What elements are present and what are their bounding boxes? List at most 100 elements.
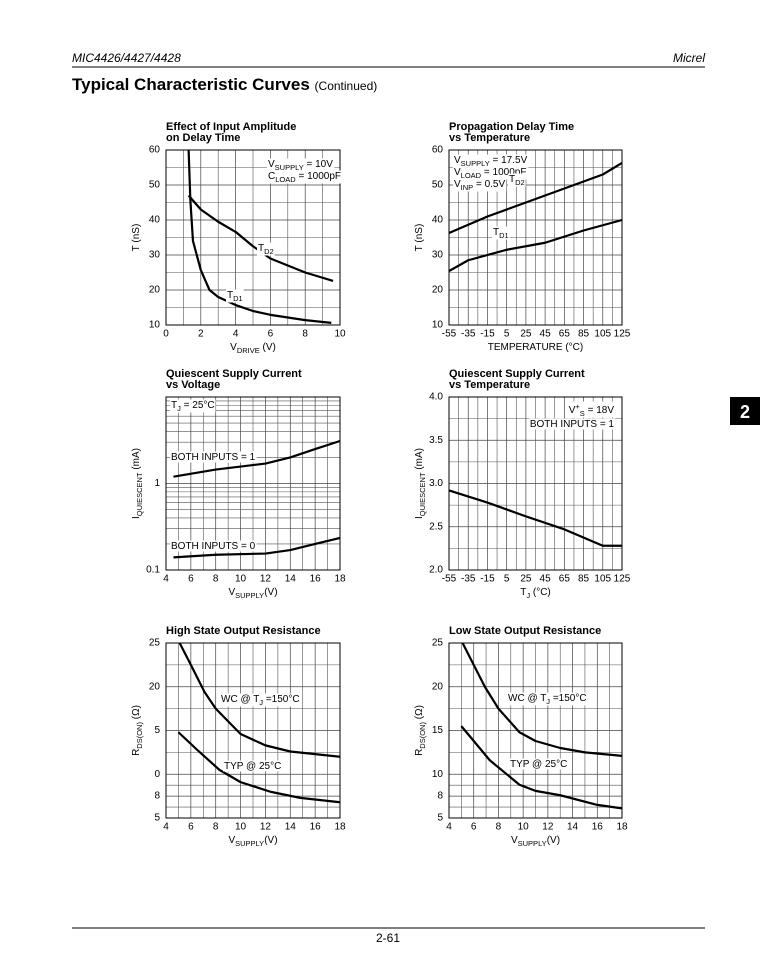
- x-tick-label: 65: [559, 574, 571, 585]
- annotation-bg: [226, 289, 244, 303]
- text-segment: R: [131, 749, 142, 756]
- y-tick-label: 60: [149, 145, 161, 156]
- y-tick-label: 8: [437, 791, 443, 802]
- x-axis-label: TJ (°C): [520, 587, 551, 600]
- x-tick-label: 16: [592, 822, 604, 833]
- text-segment: J: [526, 591, 530, 600]
- x-tick-label: 18: [616, 822, 628, 833]
- text-segment: TYP @ 25°C: [224, 761, 281, 772]
- y-tick-label: 0: [154, 769, 160, 780]
- y-axis-label: RDS(ON) (Ω): [131, 705, 144, 756]
- text-segment: (mA): [414, 448, 425, 472]
- plot-frame: [165, 396, 341, 571]
- y-tick-label: 30: [432, 250, 444, 261]
- y-tick-label: 50: [432, 180, 444, 191]
- x-tick-label: 85: [578, 574, 590, 585]
- text-segment: QUIESCENT: [135, 472, 144, 516]
- y-tick-label: 8: [154, 791, 160, 802]
- chart: High State Output Resistance 4 6 8 10 12 14 16 1…: [131, 625, 346, 848]
- section-tab: [730, 397, 760, 425]
- annotation-bg: [267, 170, 342, 184]
- x-tick-label: 6: [188, 822, 194, 833]
- y-tick-label: 15: [432, 725, 444, 736]
- text-segment: T: [227, 290, 233, 301]
- x-tick-label: -35: [461, 329, 476, 340]
- y-axis-label: T (nS): [131, 224, 142, 252]
- chart-title: on Delay Time: [166, 132, 240, 144]
- curve: [448, 162, 623, 234]
- chart-title: vs Voltage: [166, 379, 220, 391]
- chart-title: Low State Output Resistance: [449, 625, 601, 637]
- text-segment: =150°C: [263, 694, 300, 705]
- y-tick-label: 20: [432, 681, 444, 692]
- annotation-bg: [170, 399, 216, 413]
- text-segment: (mA): [131, 448, 142, 472]
- annotation-bg: [453, 154, 529, 168]
- text-segment: BOTH INPUTS = 1: [530, 419, 615, 430]
- x-tick-label: 5: [504, 574, 510, 585]
- chart-title: Effect of Input Amplitude: [166, 121, 296, 133]
- x-tick-label: 4: [446, 822, 452, 833]
- y-tick-label: 10: [432, 320, 444, 331]
- x-tick-label: 10: [235, 822, 247, 833]
- annotation: TYP @ 25°C: [510, 759, 567, 770]
- y-tick-label: 25: [149, 638, 161, 649]
- x-tick-label: 10: [334, 329, 346, 340]
- annotation-bg: [220, 693, 301, 707]
- x-tick-label: 125: [614, 574, 631, 585]
- curve: [461, 642, 623, 757]
- annotation: TD2: [258, 243, 274, 256]
- chart-title: vs Temperature: [449, 132, 530, 144]
- text-segment: C: [268, 171, 275, 182]
- annotation: BOTH INPUTS = 0: [171, 541, 256, 552]
- annotation-bg: [267, 158, 335, 172]
- title-sub: (Continued): [315, 79, 378, 93]
- text-segment: J: [546, 697, 550, 706]
- x-tick-label: 125: [614, 329, 631, 340]
- chart-title: Quiescent Supply Current: [166, 368, 302, 380]
- annotation-bg: [508, 173, 526, 187]
- text-segment: T: [520, 587, 526, 598]
- annotation-bg: [170, 451, 257, 463]
- plot-frame: [448, 149, 623, 326]
- text-segment: +: [575, 402, 580, 411]
- curve: [173, 536, 341, 559]
- text-segment: V: [268, 159, 275, 170]
- x-tick-label: 5: [504, 329, 510, 340]
- curve: [173, 439, 341, 478]
- y-tick-label: 0.1: [146, 565, 160, 576]
- x-tick-label: 8: [213, 822, 219, 833]
- y-tick-label: 20: [149, 681, 161, 692]
- y-axis-label: RDS(ON) (Ω): [414, 705, 427, 756]
- annotation: BOTH INPUTS = 1: [171, 452, 256, 463]
- y-tick-label: 3.0: [429, 478, 443, 489]
- text-segment: D2: [515, 178, 525, 187]
- annotation-bg: [507, 692, 588, 706]
- y-tick-label: 4.0: [429, 392, 443, 403]
- text-segment: BOTH INPUTS = 1: [171, 452, 256, 463]
- y-tick-label: 60: [432, 145, 444, 156]
- x-axis-label: VSUPPLY(V): [228, 587, 277, 600]
- text-segment: = 25°C: [181, 400, 215, 411]
- y-tick-label: 5: [154, 725, 160, 736]
- x-tick-label: 105: [594, 574, 611, 585]
- annotation: VLOAD = 1000pF: [454, 167, 526, 180]
- text-segment: T: [509, 174, 515, 185]
- annotation: WC @ TJ =150°C: [221, 694, 300, 707]
- curve: [448, 489, 622, 547]
- text-segment: I: [131, 516, 142, 519]
- text-segment: D1: [233, 294, 243, 303]
- x-tick-label: 10: [235, 574, 247, 585]
- text-segment: LOAD: [275, 175, 296, 184]
- text-segment: (Ω): [414, 705, 425, 722]
- title-main: Typical Characteristic Curves: [72, 75, 310, 94]
- curve: [448, 218, 623, 273]
- chart: Low State Output Resistance 4 6 8 10 12 14 16 18…: [414, 625, 628, 848]
- x-tick-label: 18: [334, 822, 346, 833]
- x-tick-label: 45: [540, 574, 552, 585]
- x-tick-label: 4: [233, 329, 239, 340]
- y-tick-label: 10: [149, 320, 161, 331]
